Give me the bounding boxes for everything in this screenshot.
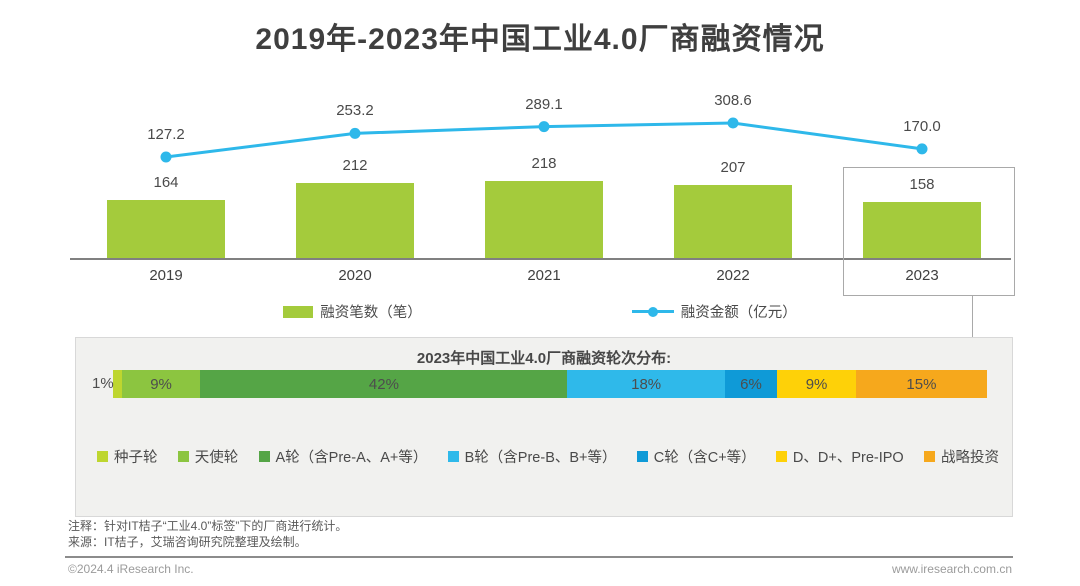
stacked-segment <box>113 370 122 398</box>
bar-value-label: 218 <box>531 155 557 172</box>
legend-swatch-icon <box>447 451 459 462</box>
x-axis-label-2021: 2021 <box>527 267 561 284</box>
breakdown-legend-item: 战略投资 <box>923 446 999 467</box>
line-point-2019 <box>160 151 172 163</box>
legend-swatch-icon <box>258 451 270 462</box>
bar-2020 <box>296 183 414 258</box>
page-title: 2019年-2023年中国工业4.0厂商融资情况 <box>255 23 825 56</box>
footer-divider <box>65 556 1013 558</box>
website-link[interactable]: www.iresearch.com.cn <box>891 562 1012 576</box>
legend-item-line-series: 融资金额（亿元） <box>631 301 797 322</box>
source-line: 来源：IT桔子，艾瑞咨询研究院整理及绘制。 <box>68 535 307 549</box>
breakdown-legend-item: B轮（含Pre-B、B+等） <box>447 446 617 467</box>
bar-series-label: 融资笔数（笔） <box>320 305 422 321</box>
x-axis-label-2020: 2020 <box>338 267 372 284</box>
stacked-bar-wrap: 1% 9% 42% 18% 6% 9% 15% <box>92 370 987 398</box>
segment-outside-label: 1% <box>92 375 114 392</box>
legend-label: B轮（含Pre-B、B+等） <box>464 450 617 466</box>
line-marker-dot-icon <box>647 306 658 317</box>
line-point-2023 <box>916 143 928 155</box>
main-legend: 融资笔数（笔） 融资金额（亿元） <box>0 301 1080 322</box>
legend-item-bar-series: 融资笔数（笔） <box>283 301 422 322</box>
breakdown-title: 2023年中国工业4.0厂商融资轮次分布: <box>416 350 672 367</box>
line-value-label: 253.2 <box>336 102 374 120</box>
legend-label: 种子轮 <box>114 450 158 466</box>
stacked-bar: 9% 42% 18% 6% 9% 15% <box>113 370 987 398</box>
x-axis-label-2019: 2019 <box>149 267 183 284</box>
line-series-svg <box>160 117 928 163</box>
stacked-segment: 18% <box>567 370 725 398</box>
breakdown-legend-item: 种子轮 <box>97 446 158 467</box>
line-series-marker <box>631 306 674 317</box>
x-axis-labels: 2019 2020 2021 2022 2023 <box>70 267 1010 287</box>
copyright-text: ©2024.4 iResearch Inc. <box>68 562 194 576</box>
stacked-segment: 6% <box>724 370 778 398</box>
legend-label: C轮（含C+等） <box>653 450 756 466</box>
breakdown-legend: 种子轮 天使轮 A轮（含Pre-A、A+等） B轮（含Pre-B、B+等） C轮（含C+… <box>97 446 999 467</box>
legend-swatch-icon <box>775 451 787 462</box>
stacked-segment: 42% <box>200 370 568 398</box>
line-series-label: 融资金额（亿元） <box>680 305 797 321</box>
note-line: 注释：针对IT桔子“工业4.0”标签”下的厂商进行统计。 <box>68 519 348 533</box>
bar-series-swatch <box>283 305 314 318</box>
legend-label: A轮（含Pre-A、A+等） <box>275 450 428 466</box>
stacked-segment: 15% <box>855 370 987 398</box>
x-axis-label-2022: 2022 <box>716 267 750 284</box>
line-value-label: 170.0 <box>903 117 941 135</box>
bar-2019 <box>107 200 225 258</box>
bar-2021 <box>485 181 603 258</box>
line-value-label: 127.2 <box>147 126 185 143</box>
legend-swatch-icon <box>636 451 648 462</box>
line-point-2022 <box>727 117 739 129</box>
combo-chart: 127.2 253.2 289.1 308.6 170.0 164 212 218 207 15… <box>70 80 1010 258</box>
legend-label: D、D+、Pre-IPO <box>792 450 904 466</box>
line-point-2020 <box>349 127 361 139</box>
line-value-label: 308.6 <box>714 92 752 109</box>
legend-swatch-icon <box>923 451 935 462</box>
bar-2023 <box>863 202 981 258</box>
breakdown-legend-item: 天使轮 <box>177 446 239 467</box>
bar-value-label: 212 <box>342 157 368 174</box>
line-point-2021 <box>538 121 550 133</box>
stacked-segment: 9% <box>777 370 856 398</box>
footer: ©2024.4 iResearch Inc. www.iresearch.com… <box>68 562 1012 576</box>
breakdown-legend-item: D、D+、Pre-IPO <box>775 446 904 467</box>
footnotes: 注释：针对IT桔子“工业4.0”标签”下的厂商进行统计。 来源：IT桔子，艾瑞咨… <box>68 518 347 550</box>
breakdown-panel: 2023年中国工业4.0厂商融资轮次分布: 1% 9% 42% 18% 6% 9% 15%… <box>75 337 1013 517</box>
stacked-segment: 9% <box>121 370 201 398</box>
line-value-label: 289.1 <box>525 95 563 113</box>
legend-label: 天使轮 <box>194 450 239 466</box>
legend-label: 战略投资 <box>940 450 999 466</box>
x-axis-label-2023: 2023 <box>905 267 939 284</box>
connector-line <box>972 296 973 338</box>
bar-value-label: 158 <box>909 176 935 193</box>
bar-2022 <box>674 185 792 258</box>
breakdown-legend-item: A轮（含Pre-A、A+等） <box>258 446 428 467</box>
breakdown-legend-item: C轮（含C+等） <box>636 446 756 467</box>
bar-value-label: 164 <box>153 174 179 191</box>
x-axis-line <box>70 258 1011 260</box>
bar-value-label: 207 <box>720 159 746 176</box>
legend-swatch-icon <box>97 451 108 462</box>
legend-swatch-icon <box>177 451 189 462</box>
